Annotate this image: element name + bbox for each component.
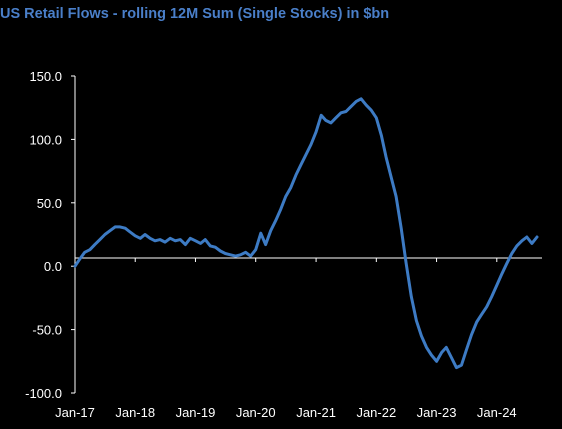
y-tick-label: -100.0	[25, 386, 62, 401]
x-tick-label: Jan-17	[55, 405, 95, 420]
y-tick-label: 50.0	[37, 196, 62, 211]
x-tick-label: Jan-24	[477, 405, 517, 420]
y-tick-label: -50.0	[32, 323, 62, 338]
x-tick-label: Jan-19	[176, 405, 216, 420]
x-axis: Jan-17 Jan-18 Jan-19 Jan-20 Jan-21 Jan-22 Jan-…	[55, 257, 542, 420]
x-tick-label: Jan-21	[296, 405, 336, 420]
y-tick-label: 0.0	[44, 259, 62, 274]
y-tick-label: 100.0	[29, 132, 62, 147]
x-tick-label: Jan-23	[417, 405, 457, 420]
chart-title: US Retail Flows - rolling 12M Sum (Singl…	[0, 6, 390, 22]
x-tick-label: Jan-22	[356, 405, 396, 420]
y-tick-label: 150.0	[29, 69, 62, 84]
y-axis: 150.0 100.0 50.0 0.0 -50.0 -100.0	[25, 69, 76, 401]
x-tick-label: Jan-18	[115, 405, 155, 420]
series-line	[73, 97, 539, 370]
series-group	[73, 97, 539, 370]
x-tick-label: Jan-20	[236, 405, 276, 420]
